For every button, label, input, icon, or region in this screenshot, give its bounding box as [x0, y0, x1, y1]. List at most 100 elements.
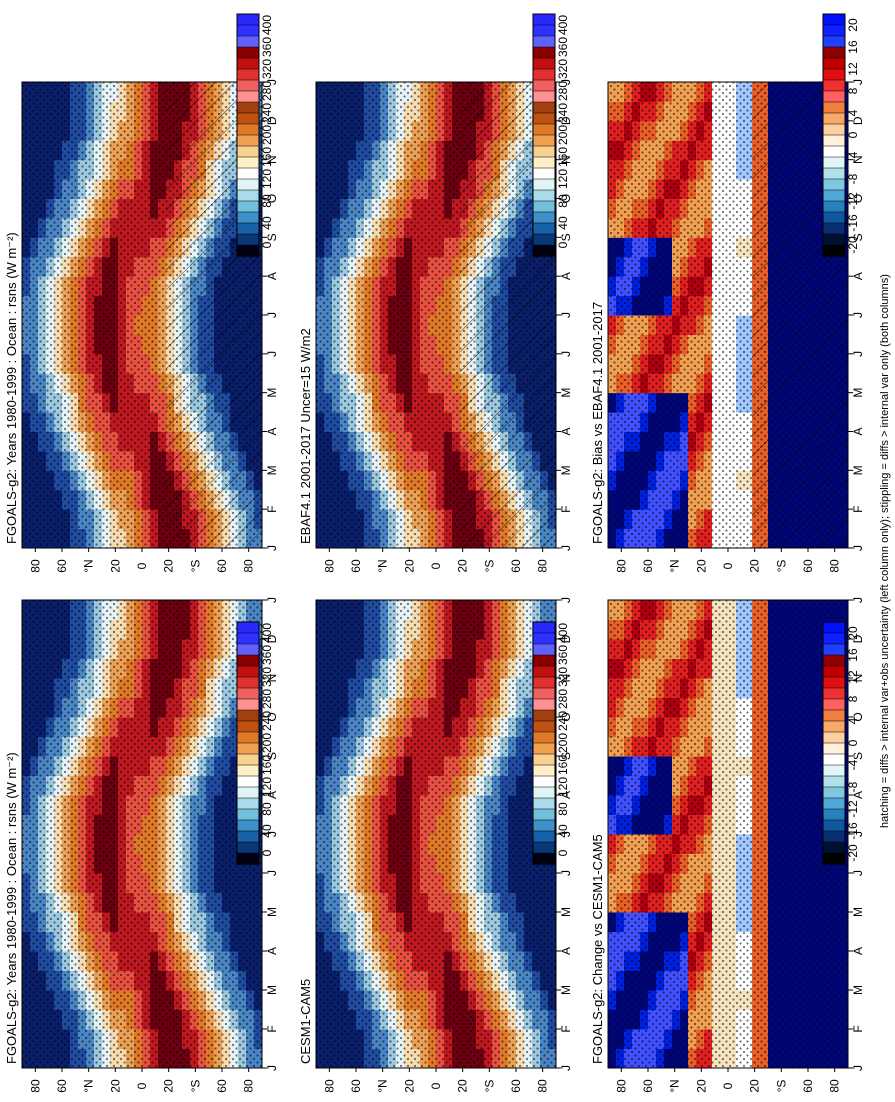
colorbar-swatch [236, 123, 260, 136]
colorbar-swatch [236, 57, 260, 70]
colorbar-frame [822, 621, 846, 865]
month-tick-label: N [851, 674, 865, 683]
colorbar-swatch [822, 775, 846, 788]
colorbar-swatch [532, 830, 556, 843]
colorbar-swatch [532, 786, 556, 799]
lat-tick-label: 0 [721, 562, 735, 569]
month-tick-label: A [265, 427, 279, 435]
lat-tick-label: 20 [748, 559, 762, 573]
month-tick-label: J [265, 79, 279, 85]
lat-tick-label: 0 [429, 562, 443, 569]
colorbar-swatch [532, 852, 556, 865]
colorbar-swatch [236, 819, 260, 832]
colorbar-label: 280 [260, 81, 274, 101]
month-tick-label: D [851, 116, 865, 125]
month-tick-label: A [851, 427, 865, 435]
colorbar-label: 160 [556, 755, 570, 775]
colorbar-swatch [532, 742, 556, 755]
colorbar-swatch [532, 665, 556, 678]
month-tick-label: F [559, 505, 573, 512]
colorbar-label: 0 [846, 739, 860, 746]
lat-tick-label: 60 [509, 1079, 523, 1093]
colorbar-swatch [236, 742, 260, 755]
colorbar-label: 8 [846, 87, 860, 94]
lat-tick-label: °N [668, 559, 682, 572]
month-tick-label: J [265, 597, 279, 603]
lat-tick-label: 80 [536, 1079, 550, 1093]
colorbar-swatch [532, 233, 556, 246]
lat-tick-label: 80 [242, 559, 256, 573]
month-tick-label: A [851, 272, 865, 280]
colorbar-swatch [532, 676, 556, 689]
month-tick-label: M [265, 465, 279, 475]
colorbar-label: 320 [260, 59, 274, 79]
colorbar-label: -12 [846, 192, 860, 210]
colorbar-swatch [532, 222, 556, 235]
lat-tick-label: 20 [694, 1079, 708, 1093]
colorbar-swatch [532, 709, 556, 722]
colorbar-swatch [236, 200, 260, 213]
month-tick-label: N [559, 674, 573, 683]
month-tick-label: N [265, 674, 279, 683]
month-tick-label: N [265, 155, 279, 164]
lat-tick-label: 20 [456, 1079, 470, 1093]
colorbar-label: 160 [260, 147, 274, 167]
colorbar-swatch [822, 720, 846, 733]
colorbar-swatch [236, 145, 260, 158]
colorbar-frame [822, 13, 846, 257]
lat-tick-label: °S [774, 560, 788, 573]
colorbar-swatch [822, 654, 846, 667]
month-tick-label: M [851, 985, 865, 995]
colorbar-swatch [532, 797, 556, 810]
colorbar-swatch [532, 156, 556, 169]
month-tick-label: D [559, 116, 573, 125]
month-tick-label: S [851, 233, 865, 241]
month-tick-label: F [265, 1025, 279, 1032]
colorbar-swatch [236, 13, 260, 26]
month-tick-label: M [265, 985, 279, 995]
colorbar-swatch [532, 134, 556, 147]
colorbar-swatch [822, 189, 846, 202]
colorbar-swatch [532, 698, 556, 711]
colorbar-label: 80 [556, 802, 570, 816]
colorbar-swatch [822, 808, 846, 821]
lat-tick-label: 20 [402, 1079, 416, 1093]
colorbar-swatch [236, 244, 260, 257]
colorbar-swatch [236, 233, 260, 246]
colorbar-label: -16 [846, 822, 860, 840]
colorbar-swatch [236, 167, 260, 180]
colorbar-swatch [236, 79, 260, 92]
colorbar-label: 400 [556, 15, 570, 35]
colorbar-swatch [822, 819, 846, 832]
month-tick-label: J [851, 351, 865, 357]
lat-tick-label: 80 [322, 1079, 336, 1093]
colorbar-label: 400 [556, 623, 570, 643]
colorbar-swatch [236, 775, 260, 788]
panel-title: FGOALS-g2: Change vs CESM1-CAM5 [590, 834, 605, 1064]
lat-tick-label: °N [376, 1079, 390, 1092]
colorbar-swatch [822, 731, 846, 744]
colorbar-swatch [532, 244, 556, 257]
colorbar-swatch [822, 112, 846, 125]
colorbar-label: 80 [556, 194, 570, 208]
colorbar-swatch [822, 687, 846, 700]
colorbar-label: 4 [846, 717, 860, 724]
month-tick-label: J [559, 870, 573, 876]
lat-tick-label: 20 [694, 559, 708, 573]
colorbar-swatch [236, 852, 260, 865]
colorbar-swatch [822, 764, 846, 777]
month-tick-label: J [265, 351, 279, 357]
colorbar-swatch [532, 841, 556, 854]
colorbar-swatch [236, 841, 260, 854]
colorbar-swatch [532, 112, 556, 125]
colorbar-swatch [532, 24, 556, 37]
colorbar-swatch [532, 632, 556, 645]
colorbar-swatch [532, 775, 556, 788]
month-tick-label: J [559, 831, 573, 837]
colorbar-swatch [532, 101, 556, 114]
